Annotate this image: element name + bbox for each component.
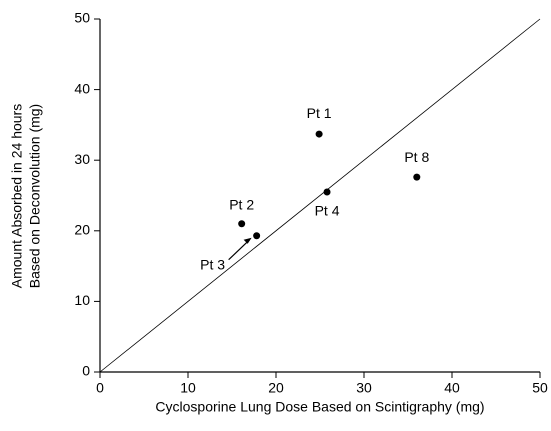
y-axis-label: Based on Deconvolution (mg) <box>27 104 43 288</box>
x-tick-label: 10 <box>180 380 196 396</box>
x-tick-label: 30 <box>356 380 372 396</box>
x-tick-label: 20 <box>268 380 284 396</box>
point <box>323 188 331 196</box>
point-label: Pt 4 <box>315 203 340 219</box>
point <box>253 232 261 240</box>
y-tick-label: 30 <box>74 151 90 167</box>
point <box>413 173 421 181</box>
point-label: Pt 3 <box>200 256 225 272</box>
y-axis-label: Amount Absorbed in 24 hours <box>9 104 25 288</box>
label-arrow <box>228 239 251 261</box>
y-tick-label: 50 <box>74 10 90 26</box>
y-tick-label: 10 <box>74 292 90 308</box>
point-label: Pt 2 <box>229 196 254 212</box>
point-label: Pt 8 <box>404 149 429 165</box>
arrow-head <box>243 237 252 244</box>
y-tick-label: 20 <box>74 222 90 238</box>
point-label: Pt 1 <box>307 105 332 121</box>
y-tick-label: 40 <box>74 80 90 96</box>
reference-line <box>99 18 541 373</box>
point <box>315 130 323 138</box>
point <box>238 220 246 228</box>
x-tick-label: 40 <box>444 380 460 396</box>
y-tick-label: 0 <box>82 363 90 379</box>
x-tick-label: 0 <box>96 380 104 396</box>
x-tick-label: 50 <box>532 380 548 396</box>
x-axis-label: Cyclosporine Lung Dose Based on Scintigr… <box>155 399 484 415</box>
